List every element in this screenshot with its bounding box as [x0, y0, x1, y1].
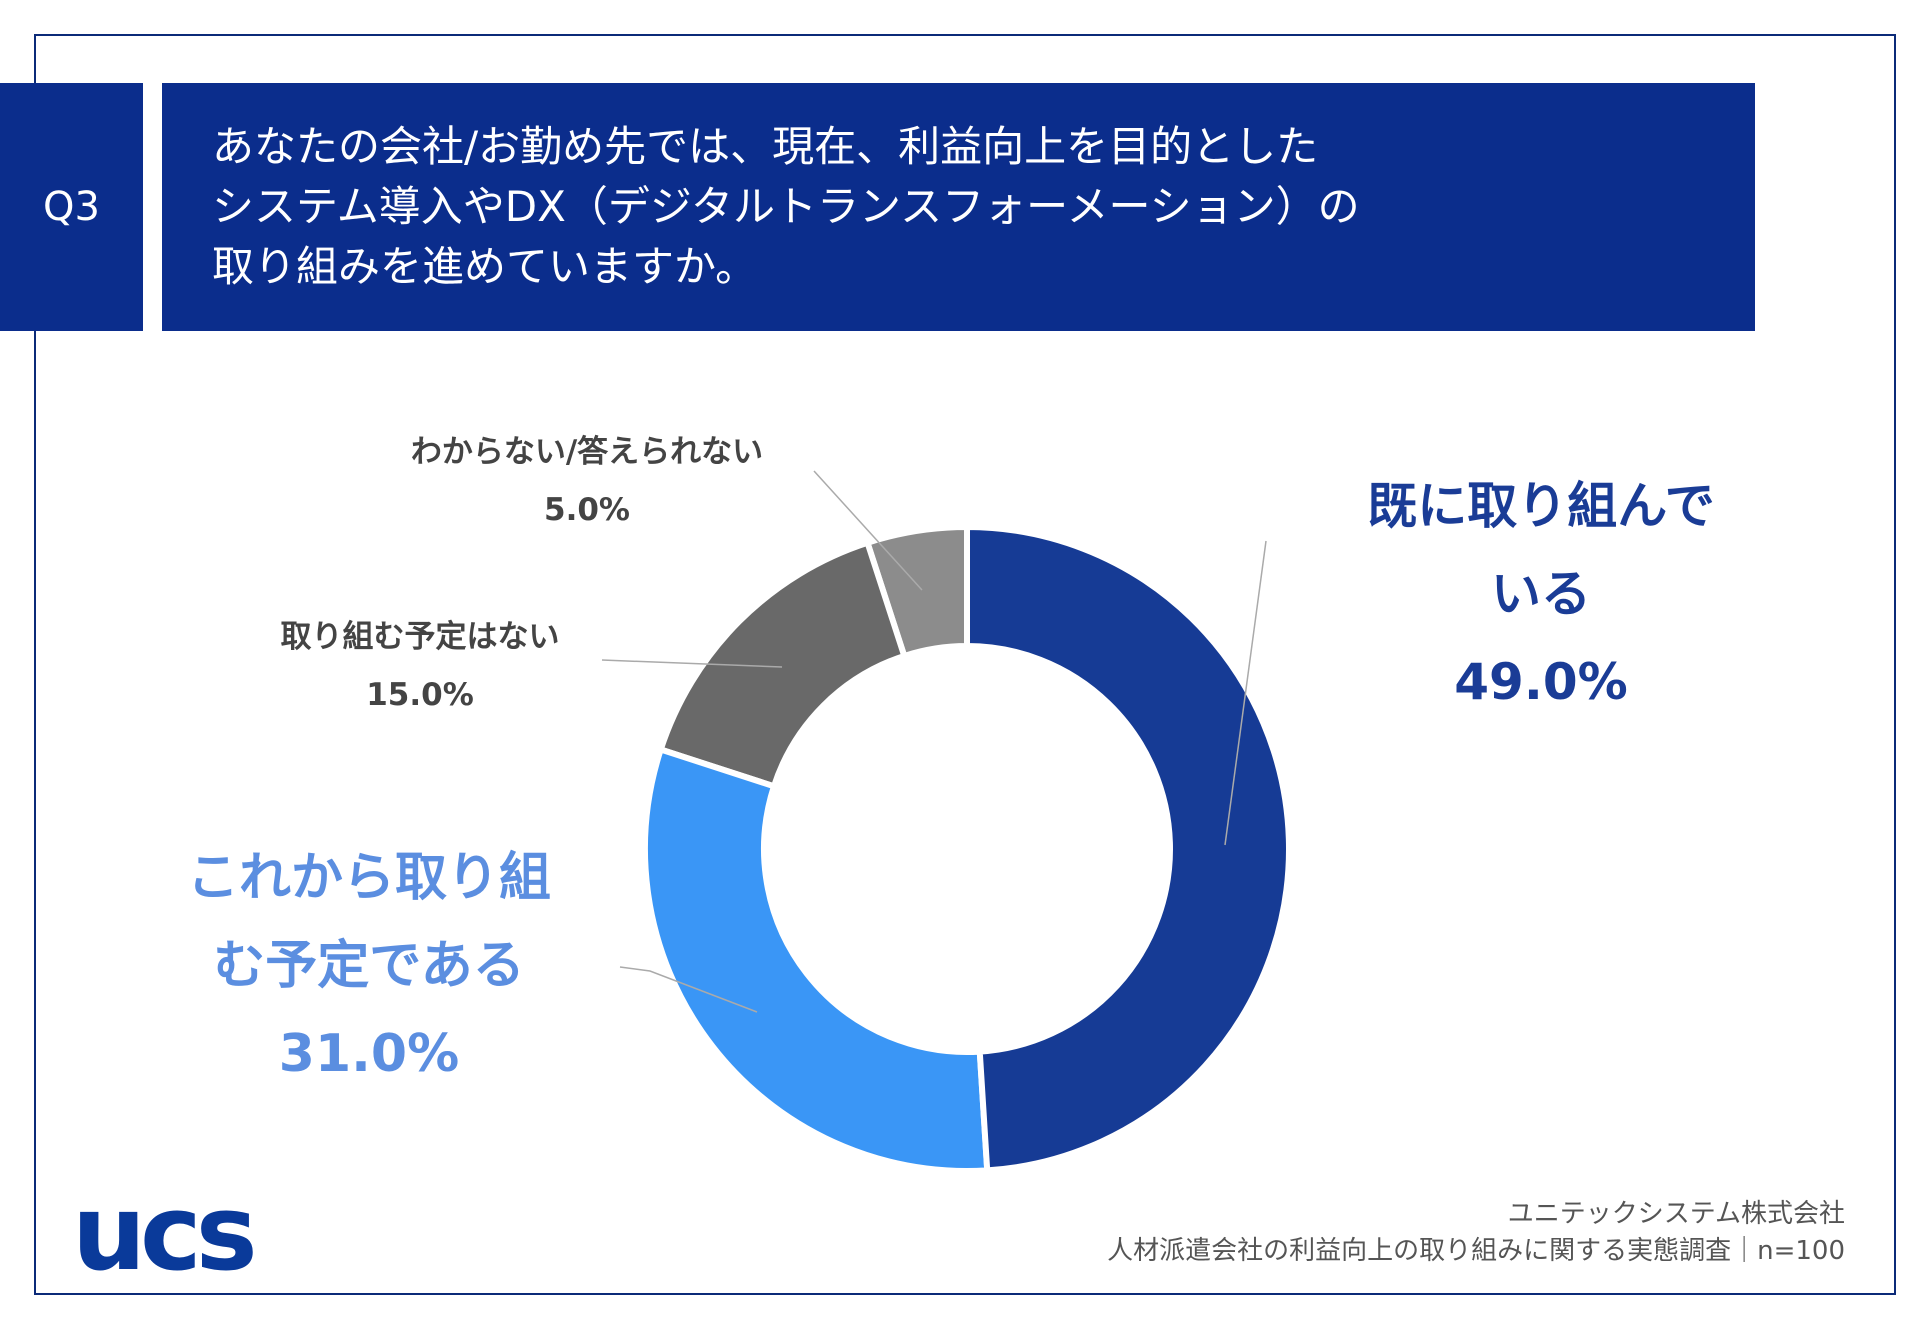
leader-line	[813, 470, 923, 591]
value-label: 31.0%	[278, 1024, 460, 1084]
category-label: わからない/答えられない	[410, 434, 764, 470]
question-box: あなたの会社/お勤め先では、現在、利益向上を目的とした システム導入やDX（デジ…	[162, 83, 1755, 331]
value-label: 5.0%	[544, 492, 630, 528]
frame	[34, 34, 1896, 1295]
donut-slice	[656, 538, 909, 791]
footer-company: ユニテックシステム株式会社	[1507, 1199, 1845, 1229]
footer-survey: 人材派遣会社の利益向上の取り組みに関する実態調査｜n=100	[1107, 1236, 1845, 1266]
value-label: 15.0%	[366, 677, 474, 713]
slice-label: 既に取り組んでいる 49.0%	[1352, 462, 1731, 726]
question-line: システム導入やDX（デジタルトランスフォーメーション）の	[212, 182, 1360, 231]
category-label: 取り組む予定はない	[280, 619, 560, 655]
donut-slice	[642, 745, 991, 1174]
category-label: これから取り組む予定である	[186, 848, 551, 996]
leader-line	[1224, 540, 1267, 846]
donut-slice	[964, 523, 1292, 1174]
leader-line	[601, 659, 783, 668]
slice-label: 取り組む予定はない 15.0%	[281, 608, 560, 724]
logo: ucs	[72, 1172, 258, 1294]
question-id: Q3	[0, 83, 143, 331]
question-line: あなたの会社/お勤め先では、現在、利益向上を目的とした	[212, 122, 1319, 171]
value-label: 49.0%	[1454, 653, 1628, 711]
slice-label: わからない/答えられない 5.0%	[411, 423, 763, 539]
category-label: 既に取り組んでいる	[1367, 477, 1715, 623]
question-line: 取り組みを進めていますか。	[212, 242, 758, 291]
leader-line	[619, 966, 758, 1013]
slice-label: これから取り組む予定である 31.0%	[169, 834, 569, 1098]
